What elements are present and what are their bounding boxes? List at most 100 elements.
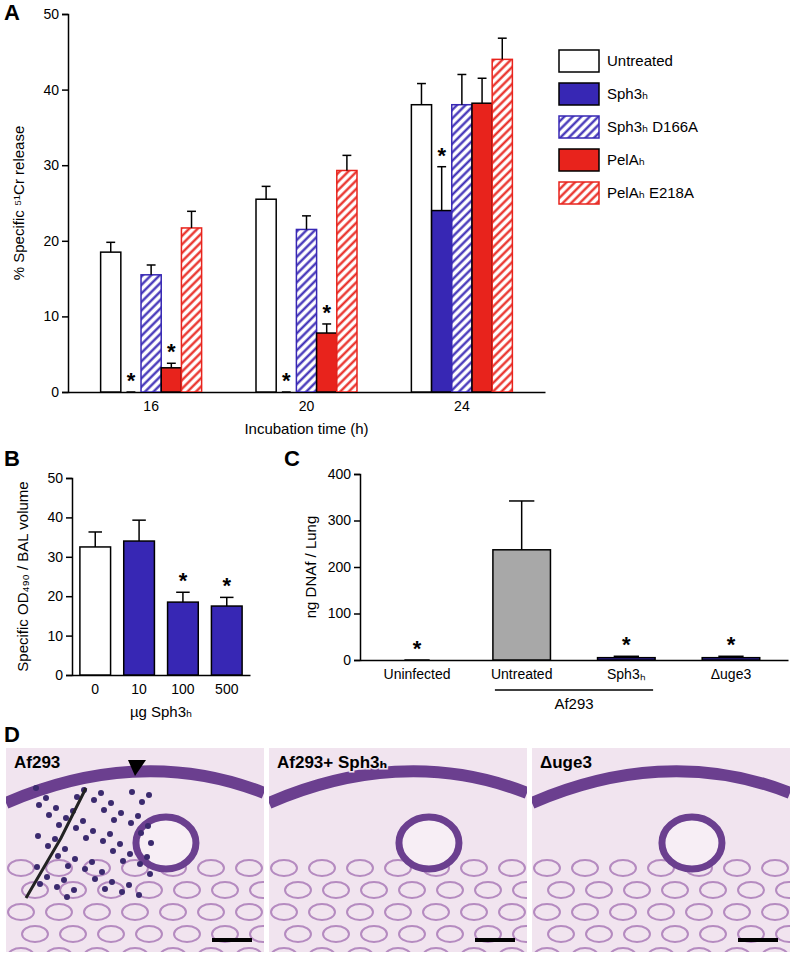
error-bar-cap — [132, 519, 146, 521]
tissue — [212, 882, 238, 898]
x-tick: 100 — [171, 675, 195, 697]
bar — [296, 229, 316, 392]
legend-swatch — [559, 149, 599, 171]
image-panel: DAf293Af293+ Sph3ₕΔuge3 — [4, 722, 796, 955]
y-tick-mark — [66, 675, 72, 677]
tissue — [8, 948, 34, 952]
image-label: Δuge3 — [540, 753, 592, 772]
error-bar — [262, 186, 271, 199]
y-tick-label: 20 — [43, 233, 59, 249]
x-tick-label: 0 — [91, 681, 99, 697]
inflammatory-cell — [37, 881, 43, 887]
x-axis: 16 20 24 — [69, 392, 546, 414]
bar — [411, 105, 431, 392]
y-tick-label: 100 — [328, 605, 352, 621]
figure: A01020304050162024% Specific ⁵¹Cr releas… — [0, 0, 796, 955]
bar — [337, 170, 357, 392]
tissue — [198, 860, 224, 876]
inflammatory-cell — [111, 817, 117, 823]
error-bar — [417, 84, 426, 105]
y-tick-label: 50 — [47, 470, 63, 486]
plot-marks — [101, 38, 513, 392]
tissue — [361, 926, 387, 942]
scale-bar — [738, 938, 778, 942]
image-label: Af293+ Sph3ₕ — [277, 753, 387, 772]
bar — [101, 252, 121, 392]
legend-label: PelAₕ E218A — [607, 184, 694, 201]
bar — [211, 606, 242, 675]
tissue — [198, 904, 224, 920]
bar — [124, 541, 155, 675]
vessel — [662, 817, 722, 869]
error-bar — [509, 501, 534, 550]
y-tick: 50 — [47, 470, 72, 486]
x-tick-label: 24 — [454, 398, 470, 414]
tissue — [548, 926, 574, 942]
tissue — [22, 926, 48, 942]
tissue — [198, 948, 224, 952]
error-bar-cap — [106, 242, 115, 244]
inflammatory-cell — [36, 802, 42, 808]
y-axis-line — [354, 475, 361, 661]
tissue — [309, 860, 335, 876]
tissue — [534, 904, 560, 920]
inflammatory-cell — [147, 871, 153, 877]
tissue — [250, 926, 264, 942]
x-tick-label: 16 — [143, 398, 159, 414]
y-tick-label: 300 — [328, 512, 352, 528]
tissue — [347, 948, 373, 952]
bar — [168, 602, 199, 675]
tissue — [285, 926, 311, 942]
significance-mark: * — [437, 143, 446, 168]
inflammatory-cell — [126, 882, 132, 888]
tissue — [762, 860, 788, 876]
plot-marks — [80, 520, 242, 675]
tissue — [776, 926, 790, 942]
bar — [702, 658, 760, 660]
annotations: ** — [179, 568, 232, 598]
tissue — [572, 904, 598, 920]
significance-mark: * — [322, 300, 331, 325]
tissue — [271, 904, 297, 920]
significance-mark: * — [727, 632, 736, 657]
error-bar-stem — [138, 520, 140, 541]
y-tick: 0 — [343, 652, 360, 668]
tissue — [762, 948, 788, 952]
panel-1: B01020304050010100500Specific OD₄₉₀ / BA… — [4, 446, 251, 720]
error-bar-cap — [509, 500, 534, 502]
x-tick: 500 — [215, 675, 239, 697]
y-tick: 400 — [328, 466, 360, 482]
tissue — [46, 948, 72, 952]
histology-image — [6, 748, 264, 952]
inflammatory-cell — [117, 841, 123, 847]
error-bar — [342, 155, 351, 170]
y-tick: 200 — [328, 559, 360, 575]
tissue — [499, 860, 525, 876]
error-bar-stem — [326, 324, 328, 333]
tissue — [686, 904, 712, 920]
legend-swatch — [559, 50, 599, 72]
tissue — [84, 904, 110, 920]
inflammatory-cell — [120, 858, 126, 864]
y-tick-mark — [354, 474, 360, 476]
tissue — [610, 904, 636, 920]
tissue — [84, 948, 110, 952]
inflammatory-cell — [100, 838, 106, 844]
tissue — [624, 882, 650, 898]
x-tick: 0 — [91, 675, 99, 697]
y-tick-mark — [354, 520, 360, 522]
inflammatory-cell — [33, 785, 39, 791]
x-tick: 20 — [299, 392, 315, 414]
bar — [472, 103, 492, 392]
bar — [432, 211, 452, 392]
x-axis: UninfectedUntreatedSph3ₕΔuge3 — [361, 660, 789, 682]
y-tick-label: 10 — [47, 628, 63, 644]
inflammatory-cell — [52, 836, 58, 842]
error-bar-cap — [498, 37, 507, 39]
inflammatory-cell — [146, 792, 152, 798]
tissue — [347, 860, 373, 876]
y-tick-label: 40 — [47, 509, 63, 525]
tissue — [648, 904, 674, 920]
airway-wall — [532, 771, 790, 803]
error-bar — [302, 216, 311, 230]
